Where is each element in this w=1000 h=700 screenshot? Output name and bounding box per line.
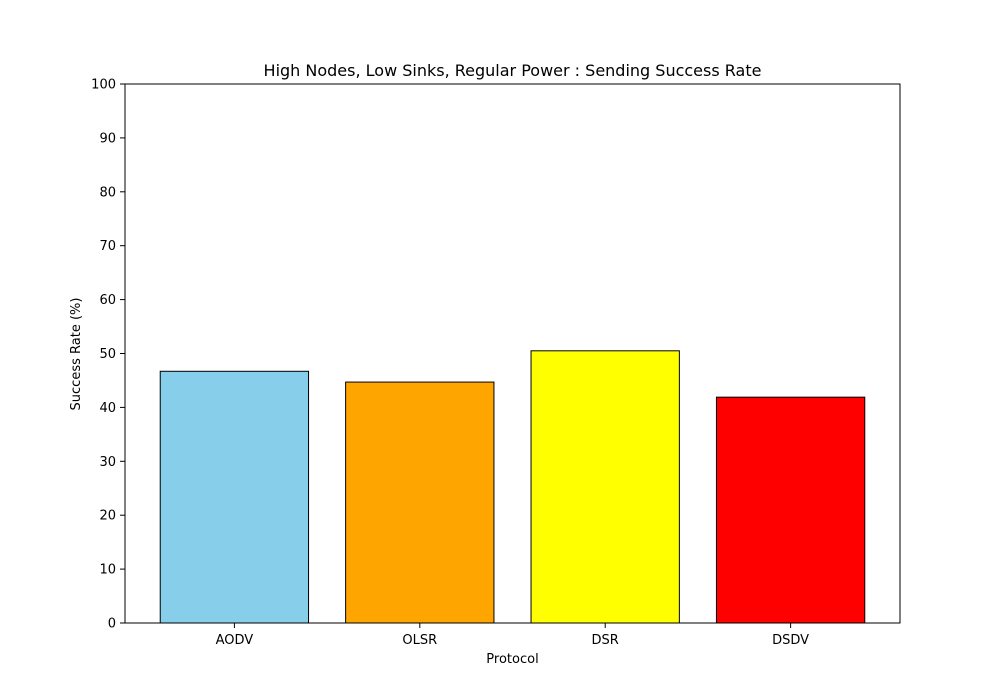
y-tick-label: 50 xyxy=(99,347,116,362)
x-axis: AODV OLSR DSR DSDV xyxy=(216,623,809,648)
y-tick-label: 90 xyxy=(99,131,116,146)
y-tick-label: 0 xyxy=(108,617,116,632)
y-tick-label: 40 xyxy=(99,401,116,416)
y-tick-label: 80 xyxy=(99,185,116,200)
y-tick-label: 70 xyxy=(99,239,116,254)
x-axis-label: Protocol xyxy=(486,652,538,667)
y-tick-label: 20 xyxy=(99,509,116,524)
y-axis-label: Success Rate (%) xyxy=(69,298,84,411)
bar-aodv xyxy=(159,370,310,624)
bar-dsr xyxy=(530,350,680,624)
x-tick-label: AODV xyxy=(216,633,254,648)
x-tick-label: DSR xyxy=(592,633,619,648)
bars xyxy=(159,350,866,624)
y-tick-label: 60 xyxy=(99,293,116,308)
y-tick-label: 100 xyxy=(91,78,116,93)
y-axis: 0 10 20 30 40 50 60 70 80 90 100 xyxy=(91,78,125,632)
bar-olsr xyxy=(345,381,495,624)
chart-title: High Nodes, Low Sinks, Regular Power : S… xyxy=(264,61,762,80)
plot-frame xyxy=(124,83,901,624)
bar-dsdv xyxy=(715,396,866,624)
x-tick-label: DSDV xyxy=(772,633,809,648)
y-tick-label: 30 xyxy=(99,455,116,470)
y-tick-label: 10 xyxy=(99,563,116,578)
x-tick-label: OLSR xyxy=(402,633,437,648)
